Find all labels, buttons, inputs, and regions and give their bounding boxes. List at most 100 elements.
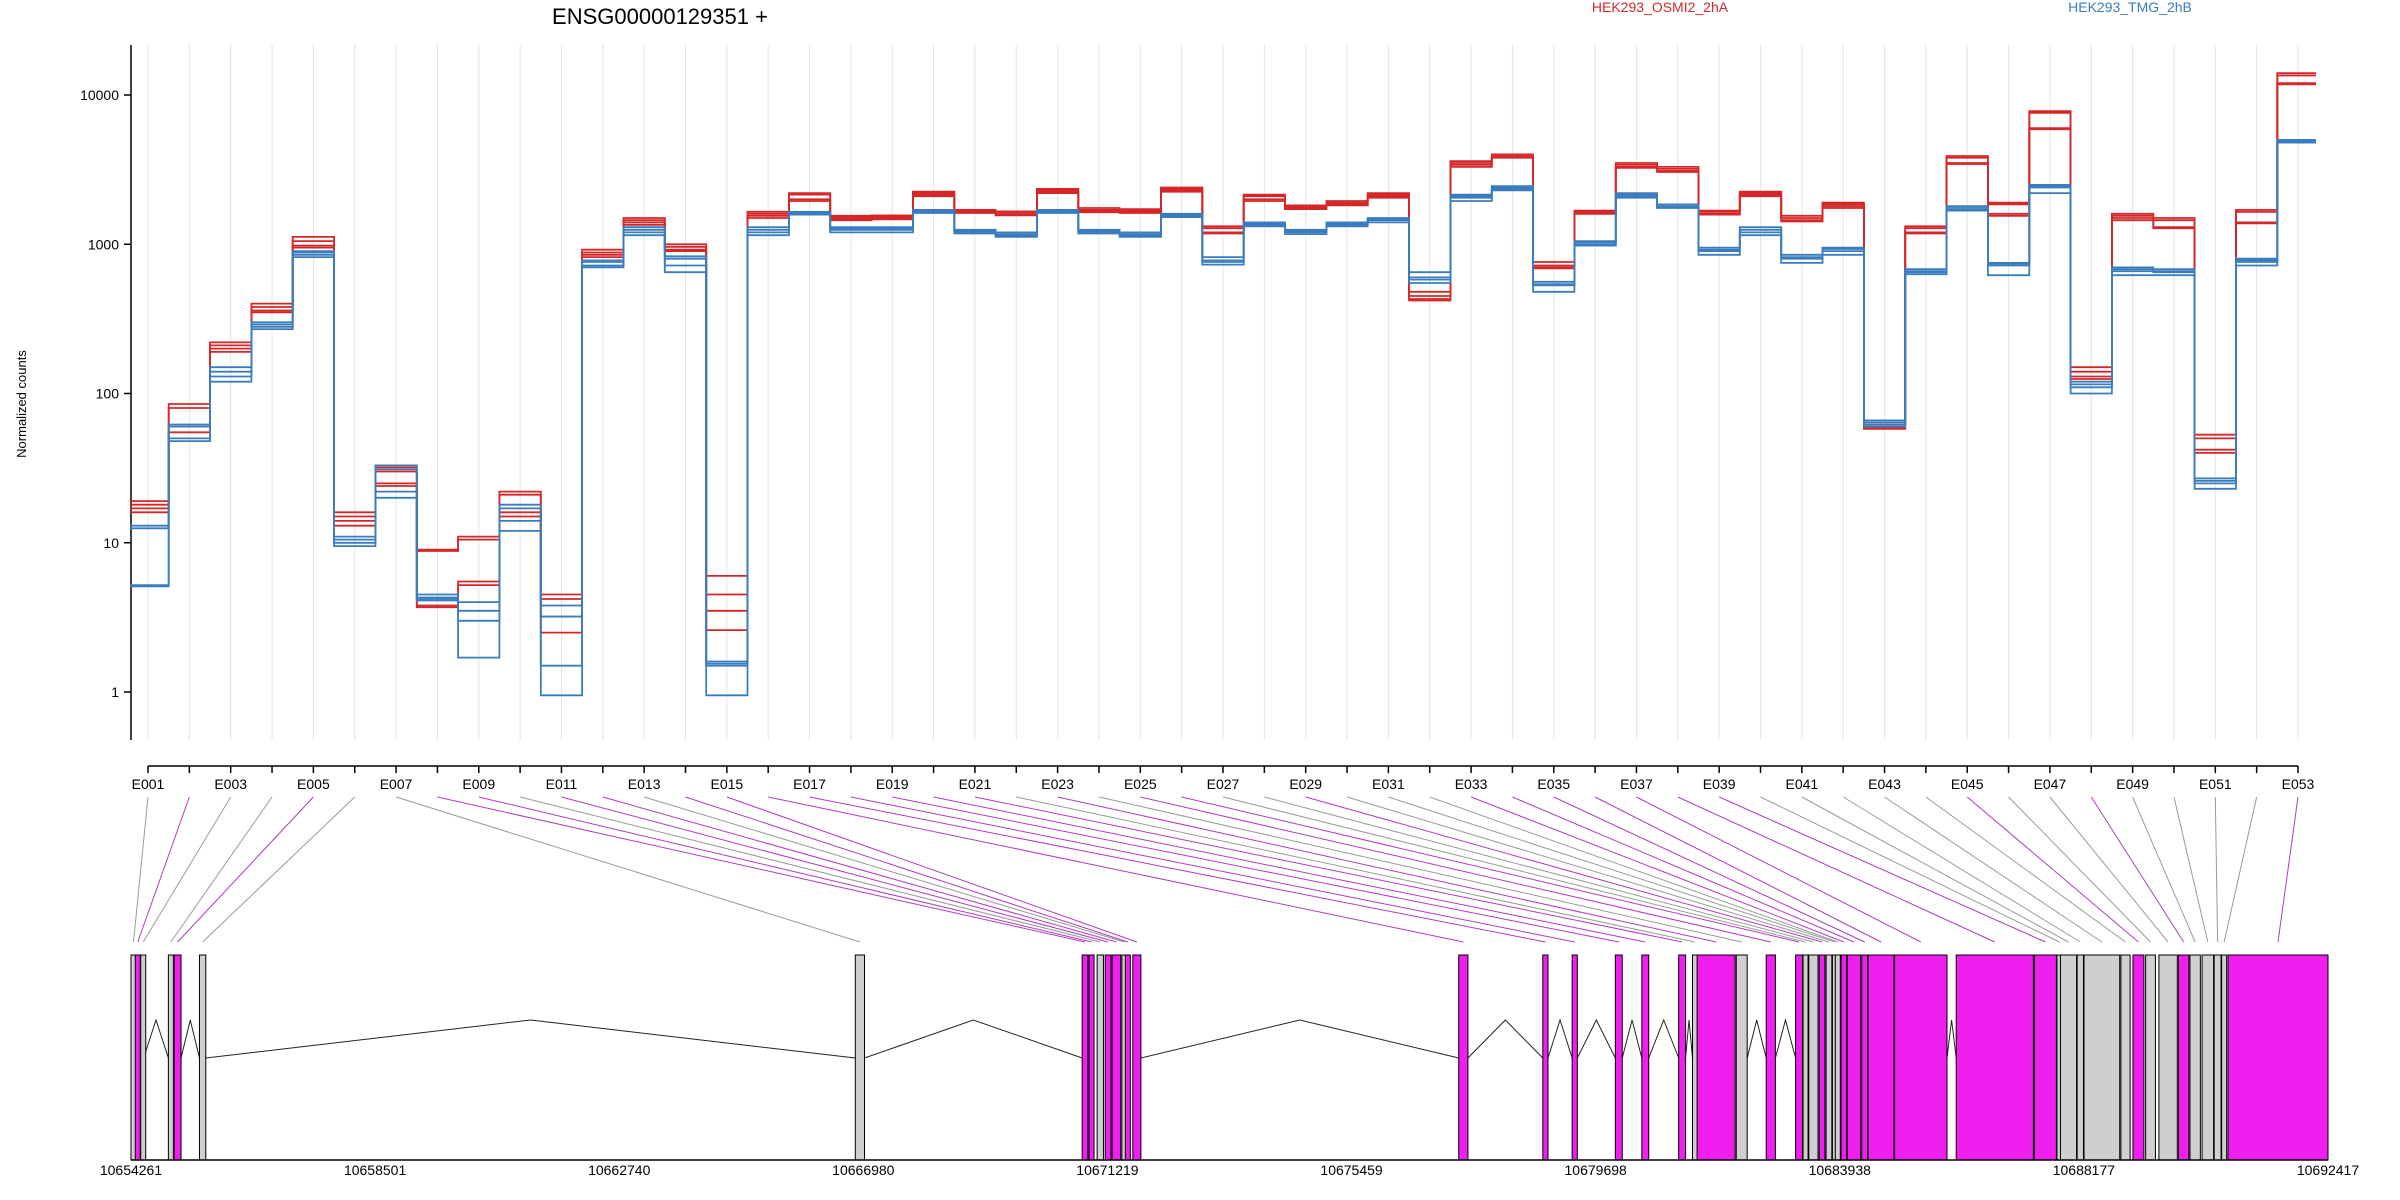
intron-line xyxy=(205,1019,856,1059)
exon-block xyxy=(198,954,207,1161)
exon-block xyxy=(1846,954,1862,1161)
exon-tick-label: E021 xyxy=(959,776,992,792)
coordinate-tick-label: 10662740 xyxy=(588,1162,651,1178)
exon-connector xyxy=(933,796,1646,943)
exon-connector xyxy=(2277,796,2299,943)
exon-block xyxy=(134,954,141,1161)
exon-connector xyxy=(809,796,1546,943)
exon-tick-label: E011 xyxy=(546,776,578,792)
exon-block xyxy=(2201,954,2215,1161)
exon-block xyxy=(1861,954,1869,1161)
exon-tick-label: E051 xyxy=(2199,776,2232,792)
series-line xyxy=(130,141,2316,697)
exon-block xyxy=(1081,954,1089,1161)
exon-tick-label: E027 xyxy=(1207,776,1240,792)
intron-line xyxy=(1746,1019,1767,1059)
exon-connector xyxy=(644,796,1125,943)
exon-block xyxy=(1795,954,1803,1161)
exon-connector xyxy=(1884,796,2103,943)
exon-tick-label: E033 xyxy=(1455,776,1488,792)
intron-line xyxy=(1685,1019,1693,1059)
exon-tick-label: E013 xyxy=(628,776,661,792)
exon-block xyxy=(1104,954,1112,1161)
exon-block xyxy=(2213,954,2222,1161)
exon-connector xyxy=(1925,796,2126,943)
exon-connector xyxy=(2223,796,2258,943)
exon-connector xyxy=(1470,796,1845,943)
exon-block xyxy=(2059,954,2078,1161)
exon-connector xyxy=(519,796,1101,943)
coordinate-tick-label: 10679698 xyxy=(1565,1162,1628,1178)
exon-connector xyxy=(2214,796,2219,943)
exon-connector xyxy=(1016,796,1696,943)
exon-connector xyxy=(892,796,1619,943)
exon-block xyxy=(1840,954,1848,1161)
exon-tick-label: E017 xyxy=(793,776,826,792)
exon-connector xyxy=(1553,796,1865,943)
exon-connector xyxy=(1801,796,2069,943)
exon-block xyxy=(140,954,147,1161)
exon-tick-label: E043 xyxy=(1868,776,1901,792)
exon-connector xyxy=(602,796,1117,943)
exon-connector xyxy=(2132,796,2196,943)
exon-connector xyxy=(142,796,232,943)
exon-block xyxy=(1696,954,1736,1161)
exon-block xyxy=(1735,954,1748,1161)
exon-block xyxy=(1818,954,1826,1161)
exon-tick-label: E045 xyxy=(1951,776,1984,792)
exon-tick-label: E031 xyxy=(1372,776,1405,792)
exon-connector xyxy=(202,796,356,943)
exon-connector xyxy=(1264,796,1814,943)
vertical-gridlines xyxy=(147,45,2299,740)
exon-tick-label: E001 xyxy=(132,776,165,792)
exon-block xyxy=(1641,954,1650,1161)
exon-connector xyxy=(2049,796,2169,943)
exon-block xyxy=(1678,954,1687,1161)
exon-block xyxy=(1096,954,1104,1161)
exon-connector xyxy=(177,796,314,943)
exon-tick-label: E037 xyxy=(1620,776,1653,792)
exon-connector xyxy=(395,796,861,943)
exon-block xyxy=(1955,954,2034,1161)
exon-block xyxy=(1614,954,1623,1161)
intron-line xyxy=(180,1019,200,1059)
exon-connector xyxy=(1305,796,1823,943)
intron-line xyxy=(1576,1018,1616,1059)
exon-block xyxy=(1088,954,1095,1161)
coordinate-tick-label: 10683938 xyxy=(1809,1162,1872,1178)
exon-block xyxy=(167,954,174,1161)
y-tick-label: 1 xyxy=(111,684,119,700)
exon-block xyxy=(1124,954,1131,1161)
coordinate-tick-label: 10675459 xyxy=(1320,1162,1383,1178)
exon-tick-label: E041 xyxy=(1785,776,1818,792)
exon-block xyxy=(1111,954,1122,1161)
exon-connector xyxy=(1512,796,1855,943)
exon-tick-label: E015 xyxy=(710,776,743,792)
coordinate-tick-label: 10658501 xyxy=(344,1162,407,1178)
exon-connector xyxy=(1760,796,2060,943)
exon-tick-label: E049 xyxy=(2116,776,2149,792)
coordinate-tick-label: 10666980 xyxy=(832,1162,895,1178)
coordinate-tick-label: 10654261 xyxy=(100,1162,163,1178)
exon-connector xyxy=(437,796,1086,943)
exon-tick-label: E035 xyxy=(1537,776,1570,792)
intron-line xyxy=(1467,1019,1544,1059)
y-axis: 1 10 100 1000 10000 xyxy=(80,45,132,740)
exon-connectors xyxy=(133,796,2299,943)
intron-line xyxy=(1621,1019,1643,1059)
exon-connector xyxy=(1842,796,2081,943)
exon-block xyxy=(1825,954,1833,1161)
exon-block xyxy=(1571,954,1578,1161)
exon-block xyxy=(2120,954,2131,1161)
exon-block xyxy=(2158,954,2178,1161)
exon-tick-label: E005 xyxy=(297,776,330,792)
exon-block xyxy=(2145,954,2156,1161)
exon-connector xyxy=(1429,796,1838,943)
genomic-coordinate-axis: 10654261 10658501 10662740 10666980 10671219… xyxy=(100,1159,2359,1178)
exon-block xyxy=(1834,954,1841,1161)
exon-tick-label: E039 xyxy=(1703,776,1736,792)
exon-connector xyxy=(768,796,1464,943)
exon-block xyxy=(2132,954,2145,1161)
gene-model xyxy=(130,954,2329,1161)
exon-block xyxy=(2189,954,2201,1161)
